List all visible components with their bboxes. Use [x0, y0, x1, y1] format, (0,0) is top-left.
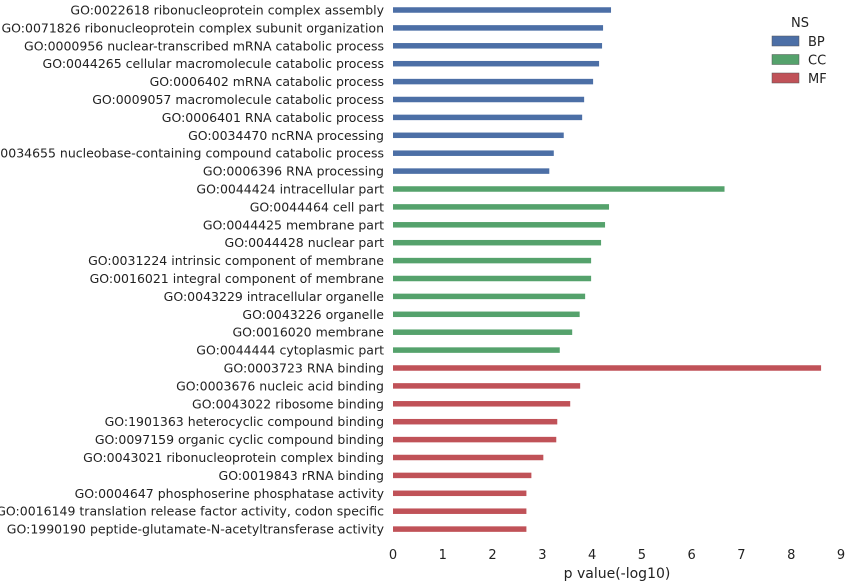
bar-cc — [393, 347, 560, 353]
bar-mf — [393, 365, 822, 371]
category-label: GO:0043021 ribonucleoprotein complex bin… — [83, 450, 384, 465]
legend: NS BP CC MF — [771, 16, 827, 87]
x-tick-label: 0 — [389, 548, 397, 563]
category-label: GO:0022618 ribonucleoprotein complex ass… — [70, 3, 384, 18]
bar-bp — [393, 78, 594, 85]
bar-bp — [393, 43, 603, 49]
bar-mf — [393, 454, 544, 461]
bar-cc — [393, 222, 606, 228]
category-label: GO:0044424 intracellular part — [196, 182, 384, 197]
x-tick-label: 6 — [688, 548, 696, 563]
bar-bp — [393, 25, 604, 31]
category-label: GO:0016021 integral component of membran… — [90, 271, 385, 286]
category-label: GO:0043229 intracellular organelle — [164, 289, 385, 304]
x-axis-title: p value(-log10) — [564, 566, 671, 582]
bar-bp — [393, 60, 600, 67]
bar-cc — [393, 293, 586, 300]
category-label: GO:0006396 RNA processing — [203, 164, 384, 179]
category-label: GO:0003676 nucleic acid binding — [176, 378, 384, 393]
category-label: GO:0009057 macromolecule catabolic proce… — [92, 92, 384, 107]
category-label: GO:1990190 peptide-glutamate-N-acetyltra… — [7, 522, 385, 537]
category-label: GO:0031224 intrinsic component of membra… — [88, 253, 384, 268]
x-tick-label: 5 — [638, 548, 646, 563]
category-label: GO:0044464 cell part — [250, 199, 384, 214]
bar-cc — [393, 204, 610, 210]
bar-bp — [393, 168, 550, 174]
category-label: GO:0016020 membrane — [232, 325, 384, 340]
category-label: GO:0016149 translation release factor ac… — [0, 504, 384, 519]
bar-mf — [393, 418, 558, 425]
legend-swatch-bp — [771, 35, 800, 47]
category-label: GO:1901363 heterocyclic compound binding — [105, 414, 384, 429]
category-label: GO:0043226 organelle — [242, 307, 384, 322]
bar-mf — [393, 436, 557, 443]
category-label: GO:0019843 rRNA binding — [219, 468, 384, 483]
x-tick-label: 1 — [439, 548, 447, 563]
category-label: GO:0003723 RNA binding — [224, 361, 384, 376]
legend-label-bp: BP — [808, 35, 825, 50]
x-tick-label: 2 — [488, 548, 496, 563]
category-label: GO:0044265 cellular macromolecule catabo… — [43, 56, 384, 71]
category-label: GO:0000956 nuclear-transcribed mRNA cata… — [24, 38, 384, 53]
bar-mf — [393, 401, 571, 407]
bar-cc — [393, 311, 580, 318]
x-axis-ticks: 0 1 2 3 4 5 6 7 8 9 — [389, 548, 845, 563]
category-label: GO:0034655 nucleobase-containing compoun… — [0, 146, 384, 161]
category-label: GO:0044428 nuclear part — [225, 235, 385, 250]
category-label: GO:0044444 cytoplasmic part — [196, 343, 384, 358]
x-tick-label: 9 — [837, 548, 845, 563]
bar-bp — [393, 150, 554, 156]
legend-entries: BP CC MF — [771, 35, 827, 87]
bar-cc — [393, 239, 602, 246]
bar-cc — [393, 329, 573, 335]
legend-swatch-mf — [771, 72, 800, 84]
category-label: GO:0071826 ribonucleoprotein complex sub… — [1, 20, 384, 35]
bars-layer — [393, 7, 822, 532]
legend-label-cc: CC — [808, 54, 826, 69]
category-label: GO:0006401 RNA catabolic process — [162, 110, 384, 125]
category-label: GO:0097159 organic cyclic compound bindi… — [95, 432, 384, 447]
bar-cc — [393, 275, 592, 282]
bar-mf — [393, 526, 527, 532]
bar-bp — [393, 96, 585, 103]
bar-bp — [393, 7, 612, 13]
category-label: GO:0044425 membrane part — [203, 217, 384, 232]
legend-label-mf: MF — [808, 72, 827, 87]
category-labels: GO:0022618 ribonucleoprotein complex ass… — [0, 3, 385, 537]
category-label: GO:0043022 ribosome binding — [192, 396, 384, 411]
x-tick-label: 4 — [588, 548, 596, 563]
bar-cc — [393, 186, 725, 192]
category-label: GO:0006402 mRNA catabolic process — [150, 74, 384, 89]
bar-mf — [393, 508, 527, 514]
x-tick-label: 8 — [787, 548, 795, 563]
bar-mf — [393, 383, 581, 389]
x-tick-label: 7 — [737, 548, 745, 563]
bar-mf — [393, 490, 527, 497]
legend-swatch-cc — [771, 54, 800, 65]
bar-cc — [393, 257, 592, 264]
bar-bp — [393, 114, 583, 121]
category-label: GO:0034470 ncRNA processing — [188, 128, 384, 143]
category-label: GO:0004647 phosphoserine phosphatase act… — [75, 486, 385, 501]
x-tick-label: 3 — [538, 548, 546, 563]
bar-bp — [393, 132, 564, 139]
legend-title: NS — [791, 16, 809, 31]
bar-mf — [393, 472, 532, 479]
